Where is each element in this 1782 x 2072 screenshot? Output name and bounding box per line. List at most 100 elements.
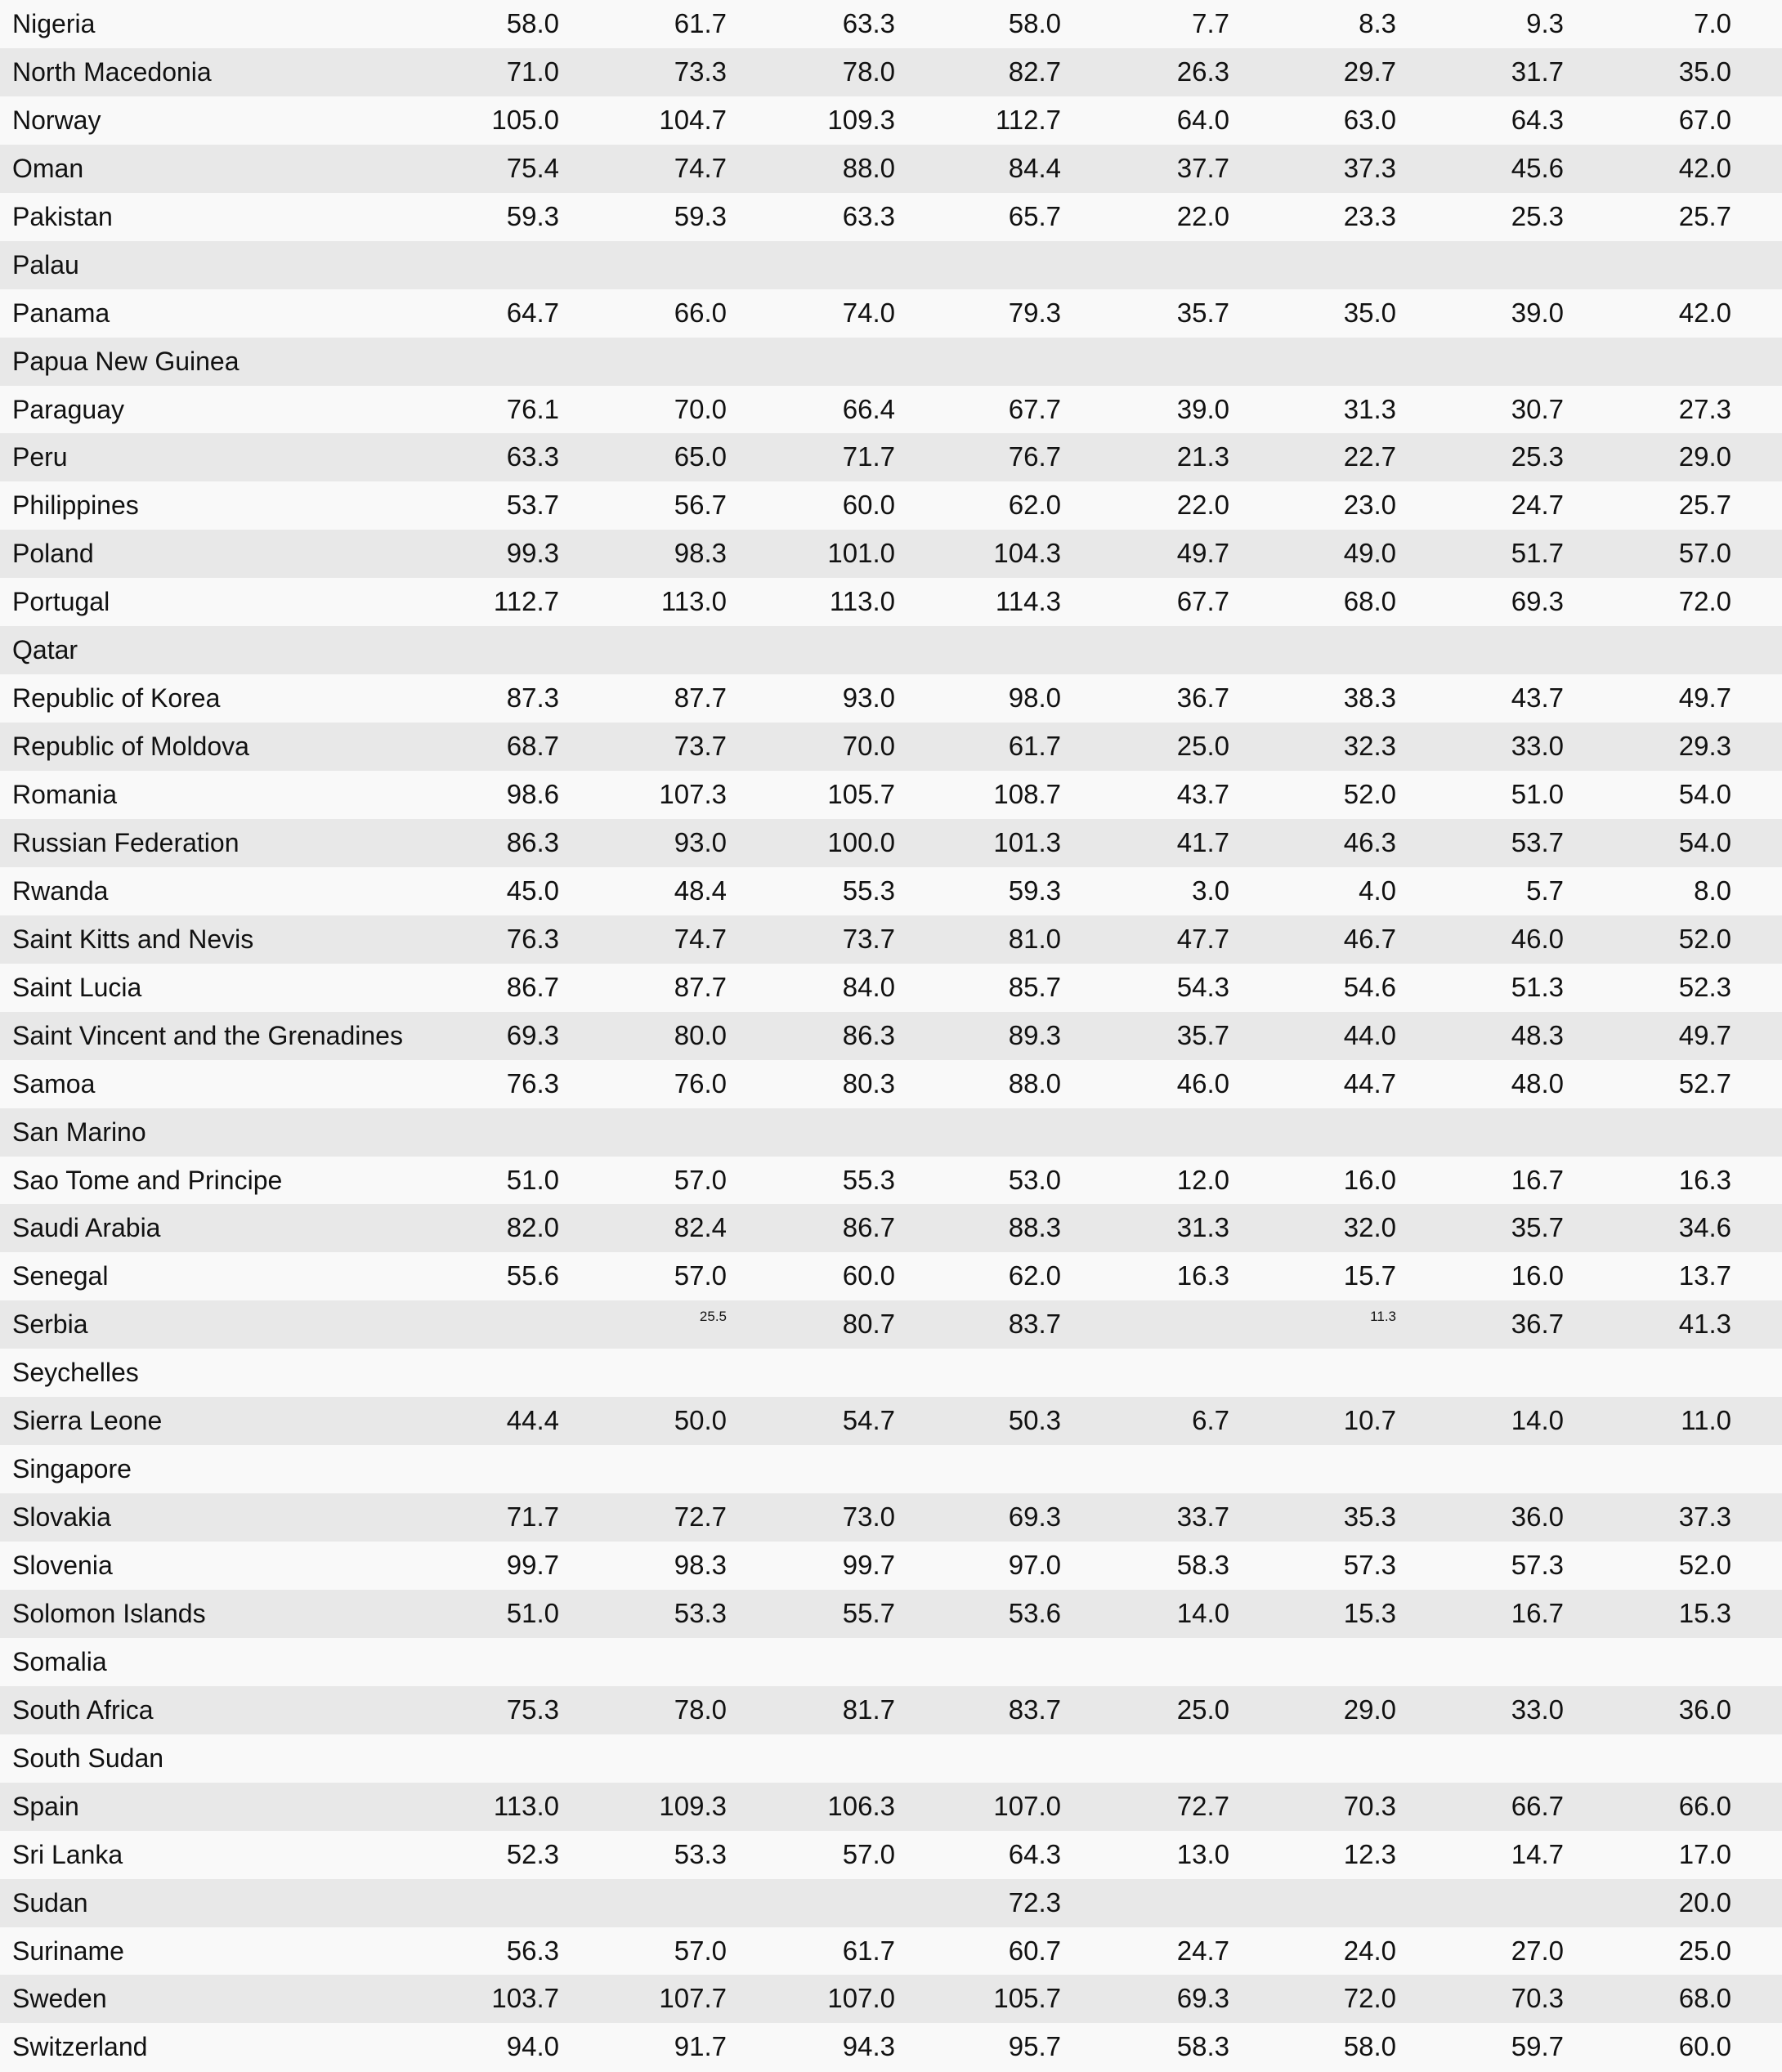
value-cell: 57.3 (1511, 1550, 1564, 1580)
value-cell: 58.3 (1176, 1550, 1229, 1580)
country-name: South Africa (12, 1694, 154, 1725)
value-cell: 103.7 (491, 1983, 559, 2014)
country-name: Qatar (12, 635, 78, 665)
table-row: Slovakia 71.7 72.7 73.0 69.3 33.7 35.3 36.0 37.3 (0, 1493, 1782, 1542)
country-name: Peru (12, 442, 68, 472)
value-cell: 58.0 (1343, 2031, 1396, 2062)
value-cell: 4.0 (1359, 875, 1396, 906)
value-cell: 27.0 (1511, 1935, 1564, 1966)
value-cell: 5.7 (1526, 875, 1564, 906)
value-cell: 86.7 (842, 1212, 895, 1243)
value-cell: 7.7 (1192, 8, 1229, 38)
table-row: Spain 113.0 109.3 106.3 107.0 72.7 70.3 66.7 66.… (0, 1782, 1782, 1831)
table-row: Panama 64.7 66.0 74.0 79.3 35.7 35.0 39.0 42.0 (0, 289, 1782, 338)
value-cell: 67.7 (1176, 586, 1229, 617)
country-name: Russian Federation (12, 827, 240, 857)
table-row: Saint Kitts and Nevis 76.3 74.7 73.7 81.0 47.… (0, 915, 1782, 964)
value-cell: 16.7 (1511, 1164, 1564, 1195)
value-cell: 105.7 (827, 779, 895, 809)
country-name: Palau (12, 249, 79, 280)
value-cell: 53.7 (506, 490, 559, 521)
table-row: Republic of Moldova 68.7 73.7 70.0 61.7 25.0 3… (0, 723, 1782, 771)
value-cell: 89.3 (1008, 1019, 1061, 1050)
value-cell: 80.7 (842, 1309, 895, 1340)
value-cell: 63.3 (506, 441, 559, 472)
value-cell: 84.0 (842, 971, 895, 1002)
value-cell: 75.4 (506, 152, 559, 183)
value-cell: 82.7 (1008, 56, 1061, 87)
value-cell: 31.3 (1343, 393, 1396, 424)
value-cell: 59.3 (674, 200, 727, 231)
value-cell: 63.3 (842, 200, 895, 231)
country-name: Solomon Islands (12, 1598, 206, 1628)
value-cell: 61.7 (1008, 731, 1061, 762)
value-cell: 51.0 (1511, 779, 1564, 809)
table-row: Rwanda 45.0 48.4 55.3 59.3 3.0 4.0 5.7 8.0 (0, 866, 1782, 915)
value-cell: 63.0 (1343, 104, 1396, 135)
value-cell: 64.3 (1008, 1838, 1061, 1869)
value-cell: 105.7 (993, 1983, 1061, 2014)
value-cell: 31.3 (1176, 1212, 1229, 1243)
value-cell: 67.7 (1008, 393, 1061, 424)
value-cell: 109.3 (659, 1790, 727, 1821)
value-cell: 23.3 (1343, 200, 1396, 231)
value-cell: 36.0 (1678, 1694, 1731, 1725)
value-cell: 113.0 (493, 1790, 559, 1821)
value-cell: 51.0 (506, 1597, 559, 1628)
value-cell: 16.0 (1343, 1164, 1396, 1195)
value-cell: 36.0 (1511, 1501, 1564, 1533)
value-cell: 67.0 (1678, 104, 1731, 135)
value-cell: 33.0 (1511, 1694, 1564, 1725)
value-cell: 25.5 (699, 1309, 727, 1325)
value-cell: 53.6 (1008, 1597, 1061, 1628)
table-row: Sao Tome and Principe 51.0 57.0 55.3 53.0 12.… (0, 1156, 1782, 1205)
value-cell: 76.3 (506, 1067, 559, 1099)
value-cell: 14.0 (1511, 1405, 1564, 1436)
country-name: Nigeria (12, 9, 96, 38)
value-cell: 8.0 (1694, 875, 1731, 906)
value-cell: 69.3 (1511, 586, 1564, 617)
country-name: Sri Lanka (12, 1839, 123, 1869)
country-name: North Macedonia (12, 56, 212, 87)
value-cell: 71.0 (506, 56, 559, 87)
value-cell: 80.0 (674, 1019, 727, 1050)
value-cell: 22.0 (1176, 490, 1229, 521)
value-cell: 32.0 (1343, 1212, 1396, 1243)
value-cell: 24.7 (1511, 490, 1564, 521)
value-cell: 82.4 (674, 1212, 727, 1243)
value-cell: 22.7 (1343, 441, 1396, 472)
value-cell: 53.3 (674, 1597, 727, 1628)
value-cell: 84.4 (1008, 152, 1061, 183)
value-cell: 74.0 (842, 297, 895, 328)
value-cell: 12.0 (1176, 1164, 1229, 1195)
table-row: Serbia 25.5 80.7 83.7 11.3 36.7 41.3 (0, 1300, 1782, 1349)
value-cell: 14.0 (1176, 1597, 1229, 1628)
value-cell: 27.3 (1678, 393, 1731, 424)
country-name: Sweden (12, 1984, 107, 2014)
value-cell: 48.4 (674, 875, 727, 906)
value-cell: 54.0 (1678, 779, 1731, 809)
country-name: Slovakia (12, 1502, 111, 1533)
value-cell: 35.7 (1176, 297, 1229, 328)
value-cell: 86.7 (506, 971, 559, 1002)
value-cell: 37.3 (1678, 1501, 1731, 1533)
value-cell: 112.7 (995, 104, 1061, 135)
value-cell: 107.0 (993, 1790, 1061, 1821)
value-cell: 37.7 (1176, 152, 1229, 183)
value-cell: 26.3 (1176, 56, 1229, 87)
value-cell: 46.7 (1343, 923, 1396, 954)
value-cell: 17.0 (1678, 1838, 1731, 1869)
value-cell: 44.7 (1343, 1067, 1396, 1099)
country-name: Suriname (12, 1936, 124, 1966)
table-row: Paraguay 76.1 70.0 66.4 67.7 39.0 31.3 30.7 27.3 (0, 385, 1782, 434)
value-cell: 66.0 (674, 297, 727, 328)
value-cell: 76.1 (506, 393, 559, 424)
country-name: Papua New Guinea (12, 346, 240, 376)
value-cell: 101.3 (993, 826, 1061, 857)
value-cell: 29.0 (1343, 1694, 1396, 1725)
value-cell: 58.3 (1176, 2031, 1229, 2062)
value-cell: 71.7 (506, 1501, 559, 1533)
value-cell: 75.3 (506, 1694, 559, 1725)
table-row: Saint Vincent and the Grenadines 69.3 80.0… (0, 1011, 1782, 1060)
table-row: Sierra Leone 44.4 50.0 54.7 50.3 6.7 10.7 14.0 1… (0, 1397, 1782, 1446)
